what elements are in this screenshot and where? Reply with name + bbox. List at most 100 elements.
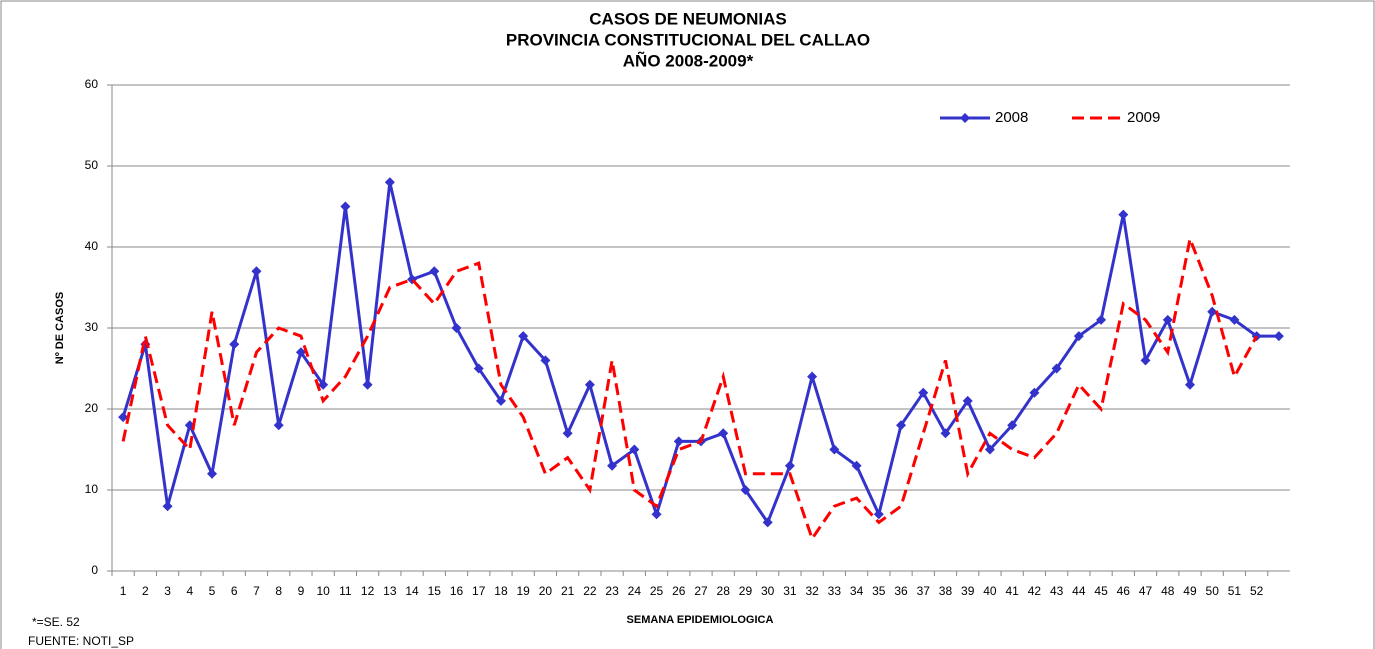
data-point (651, 509, 662, 520)
x-tick-label: 27 (694, 584, 708, 598)
x-tick-label: 23 (605, 584, 619, 598)
x-tick-label: 48 (1161, 584, 1175, 598)
y-axis-title: Nº DE CASOS (54, 292, 66, 364)
x-tick-label: 21 (561, 584, 575, 598)
x-tick-label: 52 (1250, 584, 1264, 598)
x-tick-label: 33 (828, 584, 842, 598)
data-point (340, 201, 351, 212)
x-tick-label: 20 (539, 584, 553, 598)
data-point (1096, 314, 1107, 325)
y-tick-label: 20 (85, 401, 99, 415)
data-point (384, 177, 395, 188)
x-tick-label: 1 (120, 584, 127, 598)
data-point (673, 436, 684, 447)
data-point (1273, 331, 1284, 342)
x-tick-label: 11 (339, 584, 352, 598)
x-tick-label: 34 (850, 584, 864, 598)
data-point (940, 428, 951, 439)
x-tick-label: 36 (894, 584, 908, 598)
x-tick-label: 31 (783, 584, 797, 598)
y-tick-label: 40 (85, 239, 99, 253)
x-tick-label: 35 (872, 584, 886, 598)
x-tick-label: 26 (672, 584, 686, 598)
y-tick-label: 60 (85, 77, 99, 91)
data-point (318, 379, 329, 390)
data-point (962, 395, 973, 406)
data-point (473, 363, 484, 374)
x-tick-label: 46 (1117, 584, 1131, 598)
y-tick-label: 30 (85, 320, 99, 334)
x-tick-label: 6 (231, 584, 238, 598)
data-point (629, 444, 640, 455)
data-point (518, 331, 529, 342)
legend-marker (960, 113, 970, 123)
x-tick-label: 51 (1228, 584, 1242, 598)
x-tick-label: 10 (316, 584, 330, 598)
x-tick-label: 28 (717, 584, 731, 598)
chart-title: CASOS DE NEUMONIAS (589, 9, 786, 28)
data-point (562, 428, 573, 439)
legend-label: 2008 (995, 109, 1028, 126)
data-point (584, 379, 595, 390)
footnote: *=SE. 52 (32, 615, 80, 629)
data-point (1184, 379, 1195, 390)
chart-title: PROVINCIA CONSTITUCIONAL DEL CALLAO (506, 30, 870, 49)
x-tick-label: 5 (209, 584, 216, 598)
data-point (451, 323, 462, 333)
x-tick-label: 7 (253, 584, 260, 598)
data-point (1073, 331, 1084, 342)
x-tick-label: 22 (583, 584, 597, 598)
y-tick-label: 0 (91, 563, 98, 577)
chart-title: AÑO 2008-2009* (623, 50, 754, 70)
data-point (873, 509, 884, 520)
x-tick-label: 25 (650, 584, 664, 598)
x-tick-label: 38 (939, 584, 953, 598)
data-point (251, 266, 262, 277)
x-tick-label: 12 (361, 584, 375, 598)
x-tick-label: 39 (961, 584, 975, 598)
data-point (896, 420, 907, 431)
data-point (273, 420, 284, 431)
x-tick-label: 42 (1028, 584, 1042, 598)
x-tick-label: 41 (1005, 584, 1019, 598)
data-point (1140, 355, 1151, 366)
data-point (718, 428, 729, 439)
x-tick-label: 49 (1183, 584, 1197, 598)
data-point (762, 517, 773, 528)
x-tick-label: 19 (517, 584, 531, 598)
y-tick-label: 10 (85, 482, 99, 496)
x-tick-label: 2 (142, 584, 149, 598)
data-point (362, 379, 373, 390)
x-tick-label: 44 (1072, 584, 1086, 598)
data-point (1007, 420, 1018, 431)
x-tick-label: 40 (983, 584, 997, 598)
y-tick-label: 50 (85, 158, 99, 172)
x-tick-label: 30 (761, 584, 775, 598)
data-point (829, 444, 840, 455)
data-point (1051, 363, 1062, 374)
data-point (918, 387, 929, 398)
x-tick-label: 45 (1094, 584, 1108, 598)
data-point (740, 485, 751, 495)
x-tick-label: 32 (805, 584, 819, 598)
data-point (229, 339, 240, 350)
data-point (1207, 306, 1218, 317)
data-point (607, 460, 618, 471)
legend-label: 2009 (1127, 109, 1160, 126)
x-tick-label: 24 (628, 584, 642, 598)
footnote: FUENTE: NOTI_SP (28, 634, 134, 648)
x-tick-label: 14 (405, 584, 419, 598)
data-point (1229, 314, 1240, 325)
data-point (495, 395, 506, 406)
data-point (118, 412, 129, 423)
x-tick-label: 4 (186, 584, 193, 598)
x-tick-label: 15 (428, 584, 442, 598)
data-point (1118, 209, 1129, 220)
data-point (784, 460, 795, 471)
data-point (807, 371, 818, 382)
x-tick-label: 50 (1206, 584, 1220, 598)
x-tick-label: 43 (1050, 584, 1064, 598)
series-line (121, 233, 1258, 542)
